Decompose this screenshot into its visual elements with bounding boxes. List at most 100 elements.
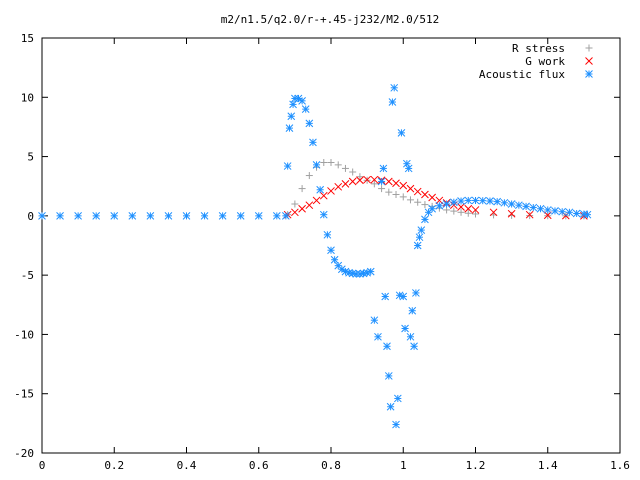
data-point xyxy=(334,182,343,191)
data-point xyxy=(401,324,409,333)
data-point xyxy=(38,212,46,220)
data-point xyxy=(236,212,245,220)
y-tick-label: -5 xyxy=(21,269,34,282)
data-point xyxy=(348,177,357,186)
legend-marker xyxy=(585,57,593,65)
data-point xyxy=(327,159,335,166)
data-point xyxy=(316,185,325,194)
data-point xyxy=(301,105,310,113)
data-point xyxy=(472,210,479,218)
y-tick-label: -10 xyxy=(14,328,34,341)
data-point xyxy=(283,162,292,170)
data-point xyxy=(74,212,82,220)
data-point xyxy=(412,289,420,297)
data-point xyxy=(565,208,574,217)
data-point xyxy=(309,138,317,147)
x-tick-label: 0.6 xyxy=(249,459,269,472)
data-point xyxy=(384,177,393,186)
data-point xyxy=(493,197,502,206)
series-1 xyxy=(283,175,588,220)
data-point xyxy=(486,197,494,205)
x-tick-label: 0.2 xyxy=(104,459,124,472)
data-point xyxy=(285,124,294,132)
data-point xyxy=(414,198,422,206)
data-point xyxy=(449,198,458,207)
data-point xyxy=(305,119,314,128)
data-point xyxy=(319,210,328,219)
data-point xyxy=(464,196,473,205)
data-point xyxy=(291,200,299,208)
data-point xyxy=(507,200,516,208)
data-point xyxy=(384,372,393,380)
data-point xyxy=(312,161,321,169)
x-tick-label: 1.2 xyxy=(466,459,486,472)
x-tick-label: 0 xyxy=(39,459,46,472)
legend-label: R stress xyxy=(512,42,565,55)
data-point xyxy=(478,196,487,205)
data-point xyxy=(428,204,437,213)
data-point xyxy=(529,203,538,212)
y-tick-label: 10 xyxy=(21,91,34,104)
data-point xyxy=(374,332,382,341)
data-point xyxy=(110,212,119,220)
data-point xyxy=(525,210,534,219)
data-point xyxy=(390,83,399,92)
data-point xyxy=(428,193,437,202)
data-point xyxy=(370,316,379,325)
data-point xyxy=(471,196,480,205)
data-point xyxy=(312,196,321,205)
data-point xyxy=(489,208,498,217)
x-tick-label: 0.4 xyxy=(177,459,197,472)
y-tick-label: -20 xyxy=(14,447,34,460)
data-point xyxy=(406,196,414,204)
data-point xyxy=(287,112,296,121)
data-point xyxy=(320,159,328,166)
data-point xyxy=(379,164,388,173)
data-point xyxy=(464,209,472,217)
data-point xyxy=(341,164,349,172)
data-point xyxy=(558,207,567,216)
x-tick-label: 0.8 xyxy=(321,459,341,472)
data-point xyxy=(363,175,371,184)
data-point xyxy=(500,198,509,207)
data-point xyxy=(397,129,406,137)
data-point xyxy=(421,215,429,224)
data-point xyxy=(370,180,378,188)
data-marks xyxy=(38,83,592,429)
data-point xyxy=(457,208,465,216)
y-tick-label: 0 xyxy=(27,210,34,223)
data-point xyxy=(56,212,64,220)
data-point xyxy=(457,203,465,211)
data-point xyxy=(393,394,402,403)
data-point xyxy=(327,187,335,195)
data-point xyxy=(92,212,101,220)
data-point xyxy=(450,207,458,215)
data-point xyxy=(392,420,400,429)
legend-marker xyxy=(585,70,593,78)
data-point xyxy=(305,201,314,210)
data-point xyxy=(471,206,480,214)
data-point xyxy=(370,175,379,184)
x-tick-label: 1.6 xyxy=(610,459,630,472)
data-point xyxy=(146,212,155,220)
data-point xyxy=(349,168,357,176)
data-point xyxy=(385,188,393,196)
data-point xyxy=(366,267,375,276)
data-point xyxy=(424,208,433,217)
data-point xyxy=(457,197,465,205)
y-tick-label: -15 xyxy=(14,388,34,401)
data-point xyxy=(327,246,335,255)
data-point xyxy=(319,191,328,200)
data-point xyxy=(298,96,306,105)
legend-label: Acoustic flux xyxy=(479,68,565,81)
data-point xyxy=(377,177,386,186)
data-point xyxy=(330,255,339,264)
legend-label: G work xyxy=(525,55,565,68)
data-point xyxy=(526,212,534,220)
data-point xyxy=(406,184,415,193)
data-point xyxy=(200,212,209,220)
data-point xyxy=(404,164,413,173)
